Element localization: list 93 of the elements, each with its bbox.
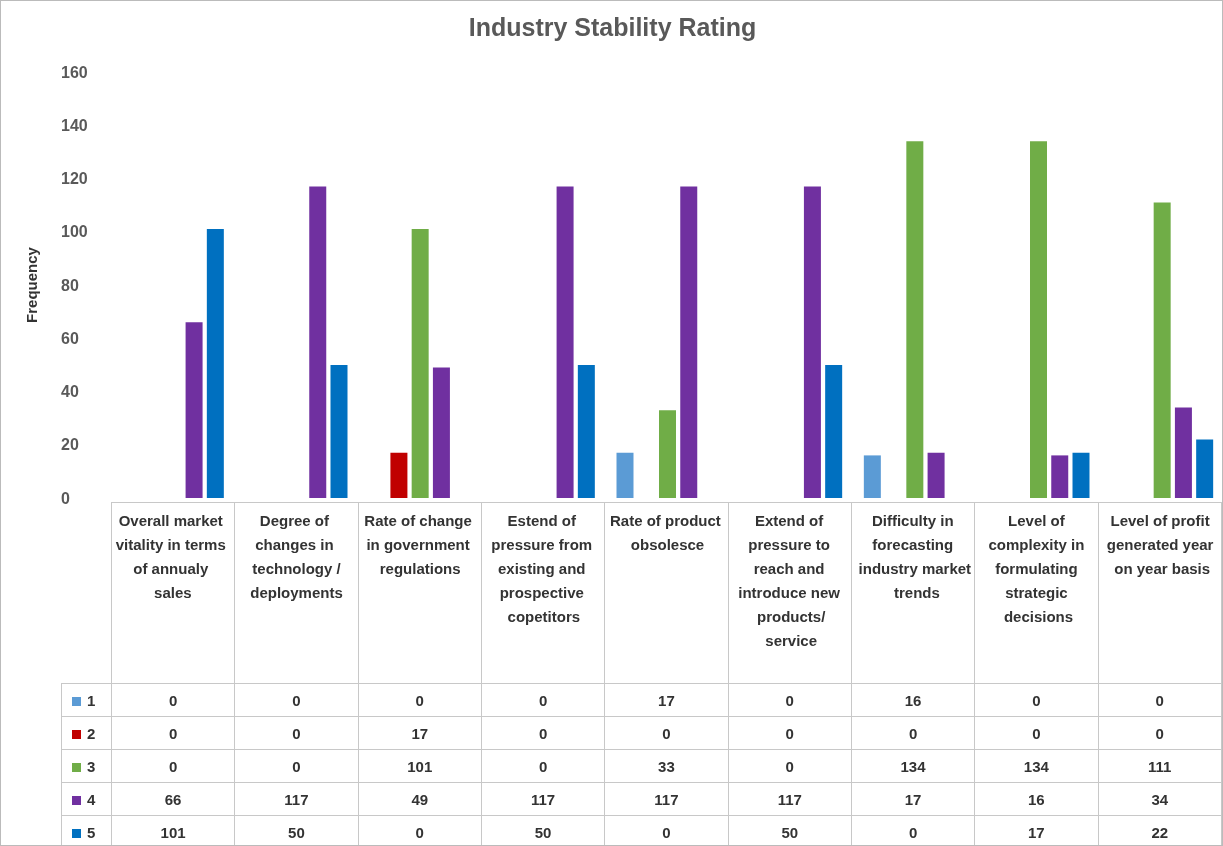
x-tick-label: Rate of change in government regulations — [364, 511, 477, 577]
bar — [577, 364, 595, 498]
y-tick-label: 0 — [61, 489, 70, 507]
legend-label: 3 — [61, 749, 112, 783]
y-tick-label: 20 — [61, 436, 79, 454]
data-label: 0 — [974, 716, 1099, 750]
bar — [432, 367, 450, 498]
data-label: 0 — [111, 716, 235, 750]
x-tick-label: Level of complexity in formulating strategic decisions — [988, 511, 1089, 625]
bar — [825, 364, 843, 498]
data-label: 117 — [728, 782, 852, 816]
bar — [411, 229, 429, 498]
data-label: 16 — [851, 683, 975, 717]
data-label: 117 — [481, 782, 605, 816]
y-tick-label: 80 — [61, 276, 79, 294]
data-label: 0 — [728, 716, 852, 750]
data-label: 134 — [974, 749, 1099, 783]
data-label: 17 — [604, 683, 729, 717]
bar — [185, 322, 203, 498]
y-tick-label: 120 — [61, 170, 88, 187]
bar — [680, 186, 698, 498]
x-tick-label: Overall market vitality in terms of annualy sales — [115, 511, 230, 601]
data-label: 0 — [1098, 683, 1222, 717]
data-label: 0 — [974, 683, 1099, 717]
bar — [556, 186, 574, 498]
data-label: 50 — [728, 815, 852, 846]
y-tick-label: 140 — [61, 116, 88, 134]
legend-label: 2 — [61, 716, 112, 750]
data-label: 0 — [111, 749, 235, 783]
bar — [330, 364, 348, 498]
data-label: 0 — [728, 683, 852, 717]
data-label: 50 — [481, 815, 605, 846]
x-tick-label: Level of profit generated year on year basis — [1106, 511, 1218, 577]
y-axis-title: Frequency — [23, 246, 40, 323]
data-label: 117 — [604, 782, 729, 816]
bar — [1072, 452, 1090, 498]
y-tick-label: 60 — [61, 329, 79, 347]
data-label: 0 — [604, 815, 729, 846]
data-label: 117 — [234, 782, 359, 816]
bar — [906, 141, 924, 498]
data-label: 16 — [974, 782, 1099, 816]
data-label: 66 — [111, 782, 235, 816]
data-label: 49 — [358, 782, 482, 816]
bar — [927, 452, 945, 498]
data-label: 0 — [604, 716, 729, 750]
legend-label: 5 — [61, 815, 112, 846]
data-label: 0 — [481, 716, 605, 750]
y-tick-label: 40 — [61, 383, 79, 400]
data-label: 134 — [851, 749, 975, 783]
data-label: 0 — [851, 815, 975, 846]
x-tick-label: Extend of pressure to reach and introduce new products/service — [738, 511, 845, 649]
data-label: 0 — [728, 749, 852, 783]
bar — [206, 229, 224, 498]
data-label: 111 — [1098, 749, 1222, 783]
bar — [659, 410, 676, 498]
data-label: 17 — [358, 716, 482, 750]
x-tick-label: Estend of pressure from existing and prospective copetitors — [491, 511, 597, 625]
bar — [803, 186, 821, 498]
bar — [390, 452, 408, 498]
legend-label: 1 — [61, 683, 112, 717]
data-label: 0 — [234, 749, 359, 783]
y-tick-label: 160 — [61, 63, 88, 81]
data-label: 0 — [851, 716, 975, 750]
data-label: 0 — [234, 683, 359, 717]
data-label: 34 — [1098, 782, 1222, 816]
data-label: 50 — [234, 815, 359, 846]
data-label: 0 — [111, 683, 235, 717]
bar — [1196, 439, 1214, 498]
data-label: 17 — [974, 815, 1099, 846]
data-label: 17 — [851, 782, 975, 816]
data-label: 0 — [234, 716, 359, 750]
x-tick-label: Degree of changes in technology /deployments — [250, 511, 343, 601]
data-label: 101 — [358, 749, 482, 783]
legend-label: 4 — [61, 782, 112, 816]
data-label: 0 — [481, 749, 605, 783]
bar — [863, 455, 881, 498]
data-label: 22 — [1098, 815, 1222, 846]
bar — [309, 186, 327, 498]
data-label: 0 — [358, 683, 482, 717]
data-label: 101 — [111, 815, 235, 846]
x-tick-label: Difficulty in forecasting industry market trends — [858, 511, 972, 601]
bar — [1051, 455, 1069, 498]
data-label: 0 — [358, 815, 482, 846]
y-tick-label: 100 — [61, 223, 88, 241]
data-label: 33 — [604, 749, 729, 783]
bar — [1030, 141, 1047, 498]
chart-title: Industry Stability Rating — [468, 12, 757, 41]
data-label: 0 — [1098, 716, 1222, 750]
bar — [1174, 407, 1192, 498]
bar — [1153, 202, 1171, 498]
data-label: 0 — [481, 683, 605, 717]
x-tick-label: Rate of product obsolesce — [610, 511, 725, 553]
bar — [616, 452, 634, 498]
